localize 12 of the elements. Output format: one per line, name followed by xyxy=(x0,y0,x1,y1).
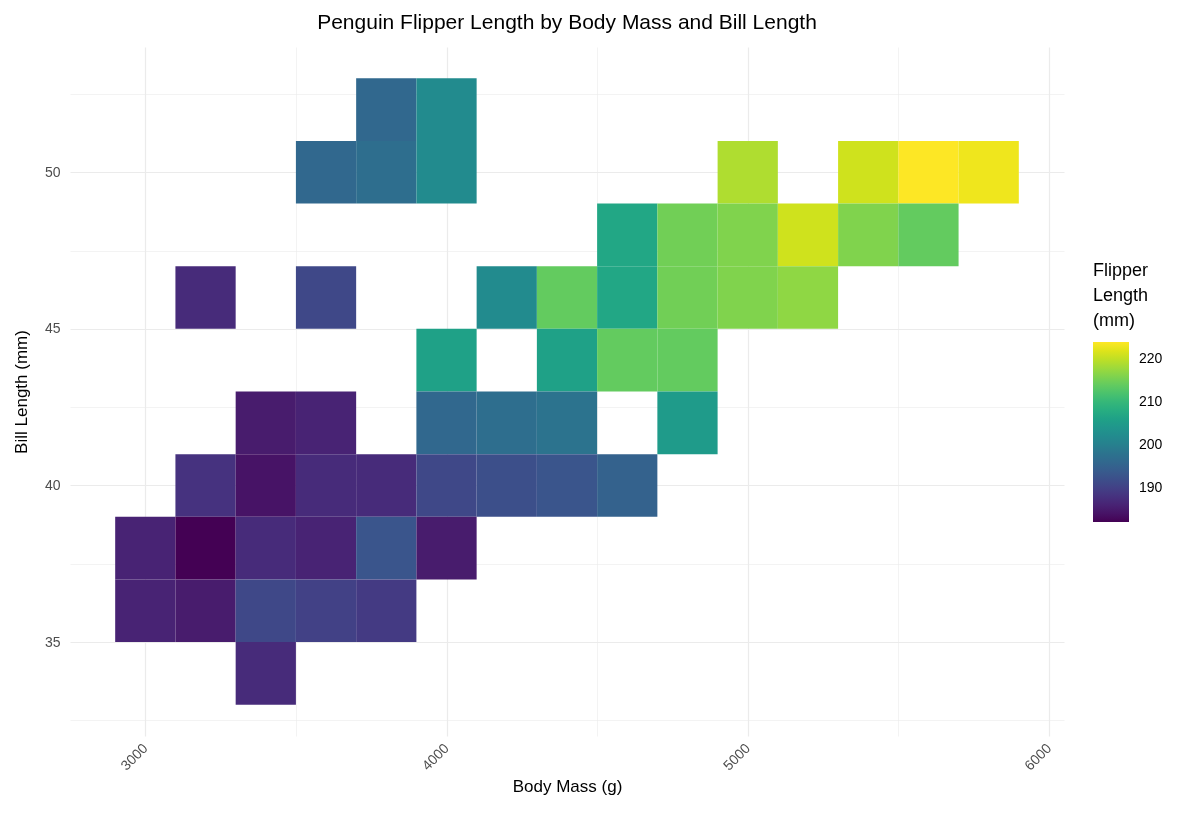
color-bar-label: 210 xyxy=(1139,393,1163,409)
y-tick-label: 45 xyxy=(44,320,61,337)
color-bar-title: Flipper Length (mm) xyxy=(1093,260,1149,330)
y-axis-title: Bill Length (mm) xyxy=(11,330,31,454)
color-bar-label: 190 xyxy=(1139,478,1163,495)
y-tick-label: 35 xyxy=(44,633,61,650)
chart-title: Penguin Flipper Length by Body Mass and Bill Length xyxy=(317,10,817,33)
y-tick-label: 40 xyxy=(44,476,61,493)
x-axis-title: Body Mass (g) xyxy=(512,777,623,797)
y-tick-label: 50 xyxy=(44,163,61,180)
color-bar-label: 220 xyxy=(1139,350,1163,367)
color-bar-label: 200 xyxy=(1139,435,1163,452)
